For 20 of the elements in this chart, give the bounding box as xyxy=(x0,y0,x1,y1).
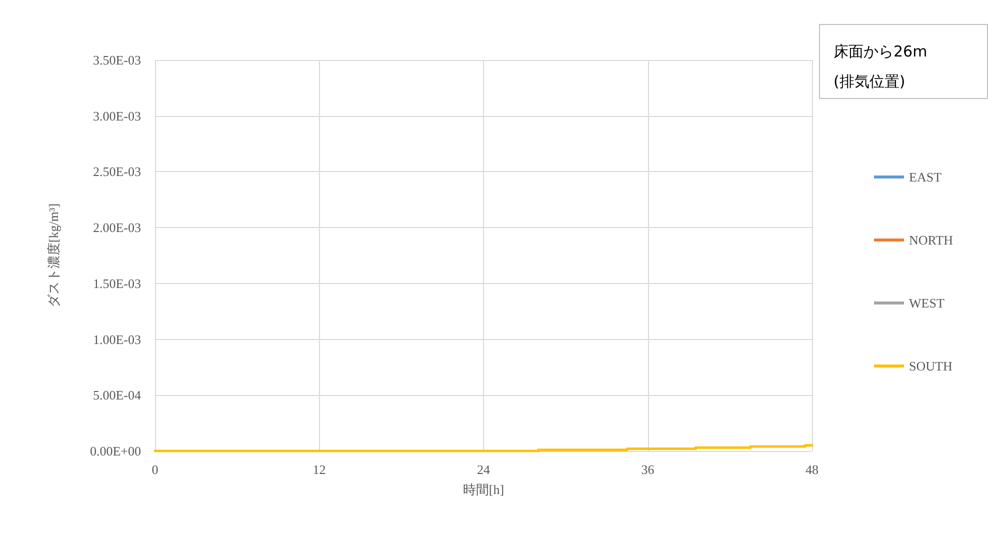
y-tick-label: 3.00E-03 xyxy=(92,108,141,124)
y-tick-label: 5.00E-04 xyxy=(92,388,142,403)
x-tick-label: 24 xyxy=(477,462,490,477)
x-tick-label: 48 xyxy=(806,462,818,477)
y-tick-label: 2.00E-03 xyxy=(92,220,141,236)
x-tick-label: 0 xyxy=(152,462,158,477)
legend-label: NORTH xyxy=(909,232,954,248)
legend-label: EAST xyxy=(909,170,942,184)
y-tick-label: 1.50E-03 xyxy=(92,276,141,291)
text: 床面から26m (排気位置) xyxy=(834,42,928,90)
x-tick-label: 12 xyxy=(312,462,326,477)
y-axis-title: ダスト濃度[kg/m³] xyxy=(46,203,61,308)
x-axis-title: 時間[h] xyxy=(462,482,504,497)
y-tick-label: 1.00E-03 xyxy=(92,332,141,347)
x-tick-label: 36 xyxy=(641,462,655,477)
y-tick-label: 2.50E-03 xyxy=(92,164,141,180)
legend-label: SOUTH xyxy=(909,358,952,374)
y-tick-label: 0.00E+00 xyxy=(90,444,141,458)
legend-label: WEST xyxy=(909,296,944,310)
y-tick-label: 3.50E-03 xyxy=(92,52,141,68)
